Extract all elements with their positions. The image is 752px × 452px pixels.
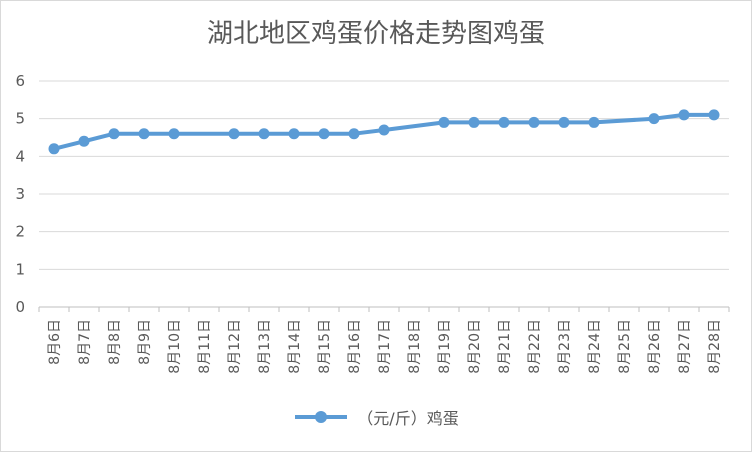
x-tick-label: 8月18日 — [407, 319, 423, 374]
data-point — [648, 113, 660, 125]
data-point — [468, 116, 480, 128]
x-tick-label: 8月21日 — [497, 319, 513, 374]
legend-label: （元/斤）鸡蛋 — [357, 409, 459, 428]
legend: （元/斤）鸡蛋 — [1, 405, 751, 429]
x-tick-label: 8月16日 — [347, 319, 363, 374]
x-tick-label: 8月19日 — [437, 319, 453, 374]
x-tick-label: 8月26日 — [647, 319, 663, 374]
y-tick-label: 4 — [15, 147, 25, 165]
x-tick-label: 8月24日 — [587, 319, 603, 374]
data-point — [558, 116, 570, 128]
gridlines — [39, 80, 729, 308]
data-point — [288, 128, 300, 140]
y-tick-label: 0 — [15, 298, 25, 316]
data-point — [78, 135, 90, 147]
data-point — [108, 128, 120, 140]
data-point — [588, 116, 600, 128]
data-point — [228, 128, 240, 140]
y-tick-label: 2 — [15, 223, 25, 241]
data-point — [708, 109, 720, 121]
x-tick-label: 8月9日 — [137, 319, 153, 365]
x-tick-label: 8月25日 — [617, 319, 633, 374]
x-tick-label: 8月12日 — [227, 319, 243, 374]
data-point — [378, 124, 390, 136]
x-tick-label: 8月7日 — [77, 319, 93, 365]
y-tick-label: 5 — [15, 110, 25, 128]
x-tick-label: 8月8日 — [107, 319, 123, 365]
x-tick-label: 8月15日 — [317, 319, 333, 374]
data-point — [168, 128, 180, 140]
series-group — [48, 109, 720, 155]
data-point — [348, 128, 360, 140]
chart-title: 湖北地区鸡蛋价格走势图鸡蛋 — [206, 19, 545, 49]
y-tick-label: 3 — [15, 185, 25, 203]
data-point — [138, 128, 150, 140]
x-tick-label: 8月23日 — [557, 319, 573, 374]
x-tick-label: 8月11日 — [197, 319, 213, 374]
x-tick-label: 8月27日 — [677, 319, 693, 374]
y-axis-ticks: 0 1 2 3 4 5 6 — [15, 72, 25, 316]
data-point — [528, 116, 540, 128]
x-tick-label: 8月10日 — [167, 319, 183, 374]
x-tick-label: 8月14日 — [287, 319, 303, 374]
data-point — [48, 143, 60, 155]
x-tick-label: 8月20日 — [467, 319, 483, 374]
x-tick-label: 8月13日 — [257, 319, 273, 374]
y-tick-label: 1 — [15, 260, 25, 278]
data-point — [438, 116, 450, 128]
x-tick-label: 8月6日 — [47, 319, 63, 365]
data-point — [498, 116, 510, 128]
x-tick-label: 8月28日 — [707, 319, 723, 374]
x-tick-label: 8月17日 — [377, 319, 393, 374]
data-point — [258, 128, 270, 140]
data-point — [678, 109, 690, 121]
x-tick-label: 8月22日 — [527, 319, 543, 374]
y-tick-label: 6 — [15, 72, 25, 90]
data-point — [318, 128, 330, 140]
x-axis-ticks: 8月6日 8月7日 8月8日 8月9日 8月10日 8月11日 8月12日 8月13日 8月14… — [38, 307, 730, 374]
legend-line-marker-icon — [295, 411, 348, 423]
